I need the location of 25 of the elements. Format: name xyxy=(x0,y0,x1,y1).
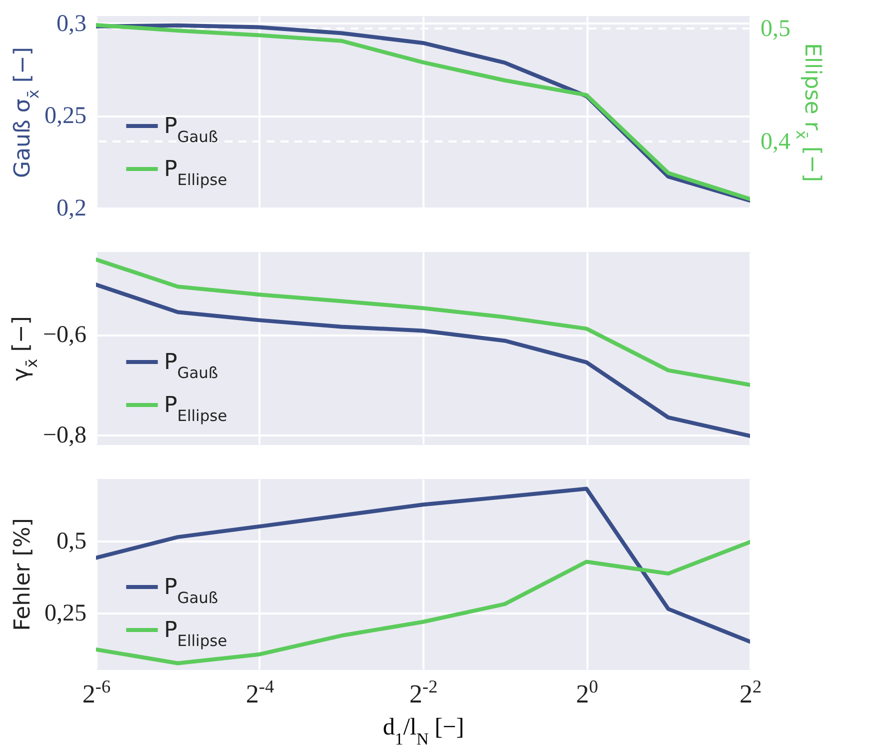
legend-label: P$_{Gauß}$ xyxy=(164,350,218,382)
legend-label: P$_{Ellipse}$ xyxy=(164,393,228,425)
x-axis-title: d$_{1}$/l$_{N}$ [−] xyxy=(382,714,464,748)
line-series xyxy=(96,258,750,387)
y-tick-label: 0,25 xyxy=(44,600,86,626)
y-tick-label: 0,25 xyxy=(44,103,86,130)
x-tick-label: 2$^{-6}$ xyxy=(82,676,111,708)
x-tick-label: 2$^{-2}$ xyxy=(409,676,438,708)
legend-label: P$_{Gauß}$ xyxy=(164,575,218,607)
y2-tick-label: 0,5 xyxy=(760,16,790,42)
y-tick-label: 0,2 xyxy=(56,196,86,222)
y-tick-label: −0,8 xyxy=(42,422,86,448)
y-tick-label: 0,5 xyxy=(56,528,86,555)
line-series xyxy=(96,540,750,666)
x-tick-label: 2$^{-4}$ xyxy=(246,676,274,708)
x-tick-label: 2$^{0}$ xyxy=(576,676,598,708)
y2-tick-label: 0,4 xyxy=(760,128,790,155)
line-series xyxy=(96,282,750,438)
y-tick-label: −0,6 xyxy=(42,322,86,348)
y-tick-label: 0,3 xyxy=(56,10,86,37)
legend-label: P$_{Ellipse}$ xyxy=(164,618,228,650)
legend-label: P$_{Ellipse}$ xyxy=(164,157,228,189)
y-axis-title: Fehler [%] xyxy=(10,518,36,631)
legend-label: P$_{Gauß}$ xyxy=(164,114,218,146)
x-tick-label: 2$^{2}$ xyxy=(739,676,762,708)
